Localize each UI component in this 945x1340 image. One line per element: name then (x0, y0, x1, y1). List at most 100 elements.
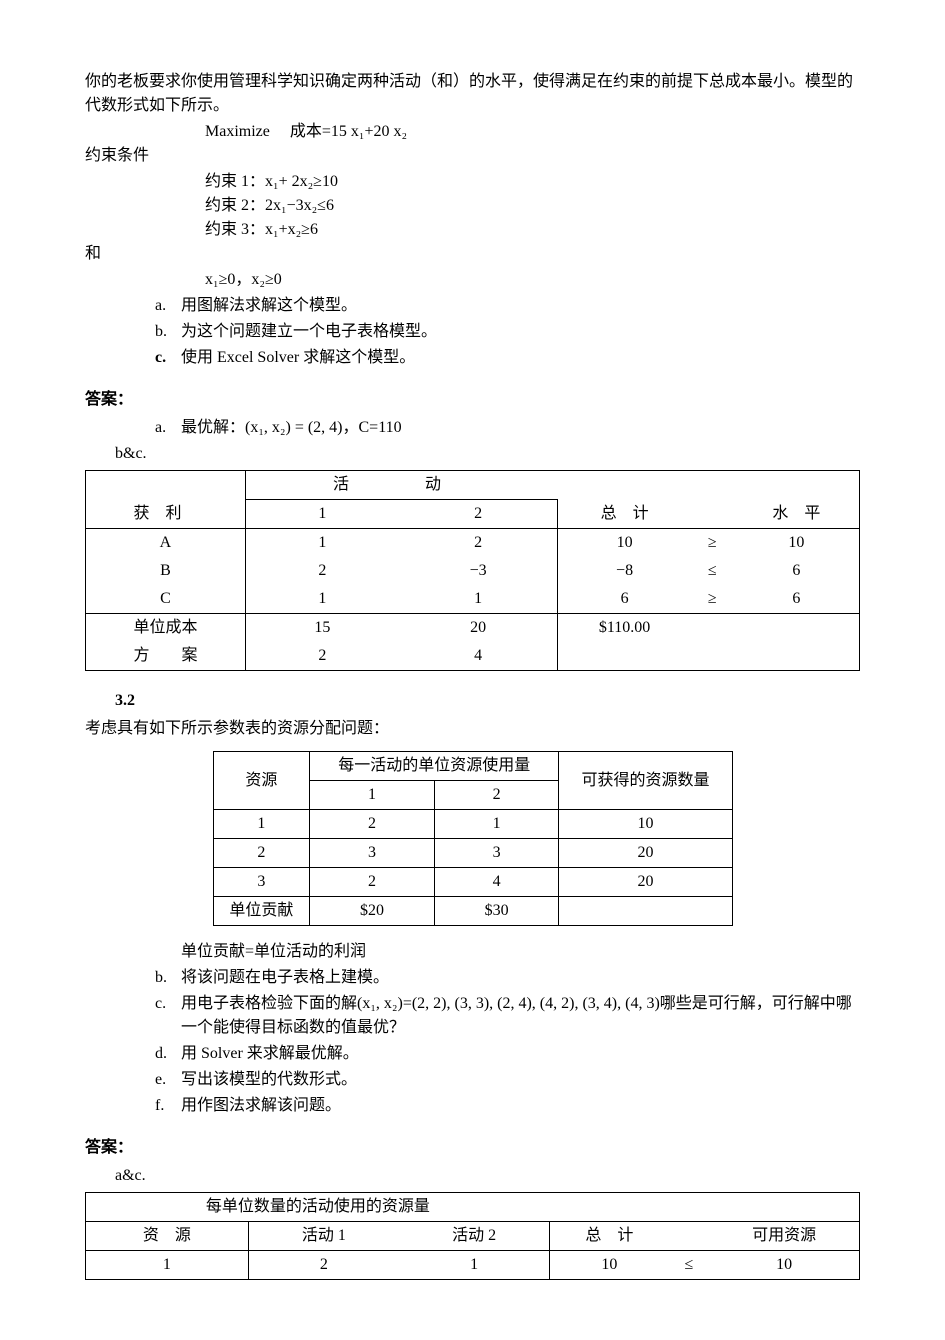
blank-cell (734, 642, 860, 671)
and-label: 和 (85, 242, 860, 266)
table-row: C 1 1 6 ≥ 6 (86, 585, 860, 614)
table-row: 单位贡献 $20 $30 (213, 897, 732, 926)
cell: −8 (558, 557, 691, 585)
blank-cell (734, 614, 860, 643)
cell: ≤ (691, 557, 734, 585)
bc-label: b&c. (115, 442, 860, 466)
table-row: 1 2 1 10 (213, 810, 732, 839)
cell: ≤ (669, 1251, 710, 1280)
item-marker: e. (155, 1068, 171, 1092)
level-header: 水 平 (734, 500, 860, 529)
avail-header: 可获得的资源数量 (559, 752, 732, 810)
cell: $30 (434, 897, 559, 926)
answer-heading-1: 答案： (85, 388, 860, 412)
table-row: B 2 −3 −8 ≤ 6 (86, 557, 860, 585)
table-row: 3 2 4 20 (213, 868, 732, 897)
cell: 3 (310, 839, 435, 868)
objective-expression: 成本=15 x₁+20 x₂ (290, 123, 407, 140)
item-marker: b. (155, 320, 171, 344)
col-2: 2 (434, 781, 559, 810)
answer-1-table: 活 动 获利 1 2 总 计 水 平 A 1 2 10 ≥ 10 B 2 −3 … (85, 470, 860, 671)
constraint-heading: 约束条件 (85, 144, 860, 168)
resource-header: 资源 (213, 752, 310, 810)
cell: 10 (558, 529, 691, 558)
row-label: A (86, 529, 246, 558)
question-e: 写出该模型的代数形式。 (181, 1068, 357, 1092)
cell: 4 (434, 868, 559, 897)
cell: 1 (86, 1251, 249, 1280)
blank-cell (559, 897, 732, 926)
blank-cell (558, 642, 691, 671)
blank-cell (691, 614, 734, 643)
item-marker: b. (155, 966, 171, 990)
cell: 4 (399, 642, 558, 671)
cell: 1 (245, 529, 398, 558)
col-1: 1 (245, 500, 398, 529)
item-marker: f. (155, 1094, 171, 1118)
cell: 2 (248, 1251, 399, 1280)
question-b: 为这个问题建立一个电子表格模型。 (181, 320, 437, 344)
blank-cell (691, 500, 734, 529)
objective-line: Maximize 成本=15 x₁+20 x₂ (205, 120, 860, 144)
cell: 1 (245, 585, 398, 614)
blank-cell (709, 1193, 859, 1222)
contrib-note: 单位贡献=单位活动的利润 (181, 940, 366, 964)
cell: 2 (310, 868, 435, 897)
resource-table: 资源 每一活动的单位资源使用量 可获得的资源数量 1 2 1 2 1 10 2 … (213, 751, 733, 926)
cell: 20 (559, 839, 732, 868)
blank-cell (669, 1222, 710, 1251)
maximize-label: Maximize (205, 123, 270, 140)
usage-header: 每单位数量的活动使用的资源量 (86, 1193, 550, 1222)
cell: 20 (399, 614, 558, 643)
cell: 10 (709, 1251, 859, 1280)
blank-cell (734, 471, 860, 500)
cell: 6 (558, 585, 691, 614)
col-2: 2 (399, 500, 558, 529)
cell: 1 (213, 810, 310, 839)
cell: 2 (213, 839, 310, 868)
cell: 15 (245, 614, 398, 643)
table-row: 方 案 2 4 (86, 642, 860, 671)
cell: ≥ (691, 585, 734, 614)
blank-cell (691, 471, 734, 500)
contrib-label: 单位贡献 (213, 897, 310, 926)
document-page: 你的老板要求你使用管理科学知识确定两种活动（和）的水平，使得满足在约束的前提下总… (0, 0, 945, 1340)
cell: −3 (399, 557, 558, 585)
blank-marker (155, 940, 171, 964)
table-row: 单位成本 15 20 $110.00 (86, 614, 860, 643)
cell: 1 (434, 810, 559, 839)
total-header: 总 计 (558, 500, 691, 529)
table-row: 2 3 3 20 (213, 839, 732, 868)
intro-paragraph: 你的老板要求你使用管理科学知识确定两种活动（和）的水平，使得满足在约束的前提下总… (85, 70, 860, 118)
cell: ≥ (691, 529, 734, 558)
answer-heading-2: 答案： (85, 1136, 860, 1160)
cell: 2 (245, 642, 398, 671)
act2-header: 活动 2 (399, 1222, 550, 1251)
blank-cell (558, 471, 691, 500)
row-label: C (86, 585, 246, 614)
question-c: 用电子表格检验下面的解(x₁, x₂)=(2, 2), (3, 3), (2, … (181, 992, 860, 1040)
blank-cell (86, 471, 246, 500)
item-marker: c. (155, 346, 171, 370)
cell: 2 (399, 529, 558, 558)
item-marker: c. (155, 992, 171, 1040)
table-row: A 1 2 10 ≥ 10 (86, 529, 860, 558)
constraint-3: 约束 3：x₁+x₂≥6 (205, 218, 860, 242)
nonneg-line: x₁≥0，x₂≥0 (205, 268, 860, 292)
answer-a-line: 最优解：(x₁, x₂) = (2, 4)，C=110 (181, 416, 402, 440)
avail-header: 可用资源 (709, 1222, 859, 1251)
blank-cell (550, 1193, 669, 1222)
answer-2-table: 每单位数量的活动使用的资源量 资 源 活动 1 活动 2 总 计 可用资源 1 … (85, 1192, 860, 1280)
note-and-questions: 单位贡献=单位活动的利润 b.将该问题在电子表格上建模。 c.用电子表格检验下面… (155, 940, 860, 1118)
cell: 2 (245, 557, 398, 585)
item-marker: d. (155, 1042, 171, 1066)
blank-cell (669, 1193, 710, 1222)
cell: 3 (213, 868, 310, 897)
answer-1-list: a.最优解：(x₁, x₂) = (2, 4)，C=110 (155, 416, 860, 440)
plan-label: 方 案 (86, 642, 246, 671)
cell: 3 (434, 839, 559, 868)
question-list-1: a.用图解法求解这个模型。 b.为这个问题建立一个电子表格模型。 c.使用 Ex… (155, 294, 860, 370)
problem-3-2-intro: 考虑具有如下所示参数表的资源分配问题： (85, 717, 860, 741)
question-d: 用 Solver 来求解最优解。 (181, 1042, 359, 1066)
cell: 1 (399, 585, 558, 614)
